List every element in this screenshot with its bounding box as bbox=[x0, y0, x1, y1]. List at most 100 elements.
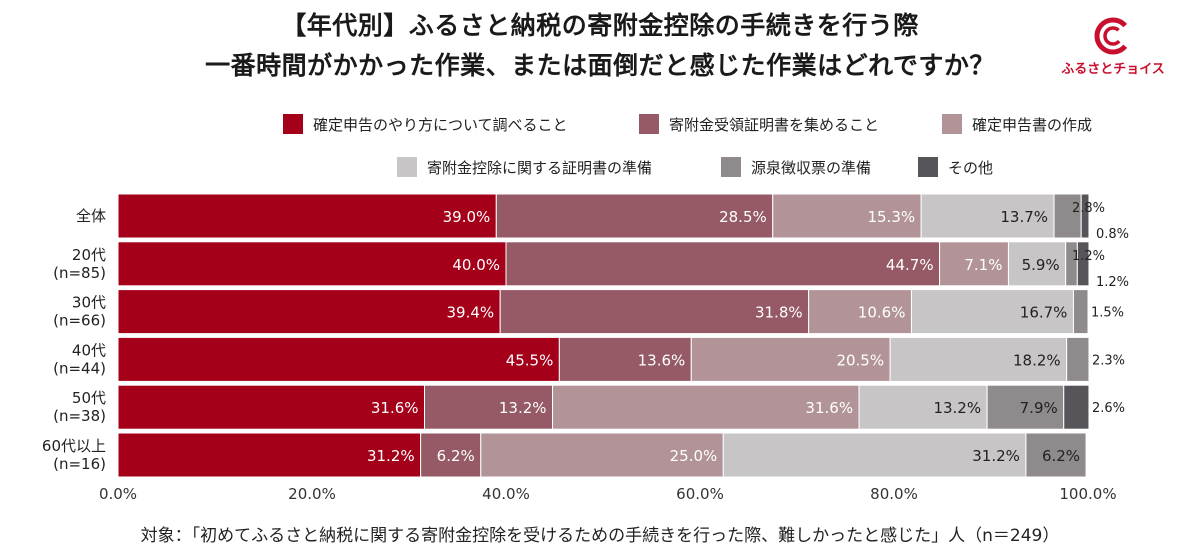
bar-segment bbox=[420, 432, 482, 478]
legend-item-tax-return: 確定申告書の作成 bbox=[942, 113, 1092, 135]
category-label: 60代以上(n=16) bbox=[42, 437, 106, 473]
data-label: 39.0% bbox=[443, 208, 491, 226]
bar-segment bbox=[117, 336, 560, 382]
legend-swatch bbox=[397, 157, 417, 177]
legend-label: 寄附金控除に関する証明書の準備 bbox=[427, 158, 653, 177]
data-label-small: 2.6% bbox=[1092, 401, 1125, 416]
bar-segment bbox=[920, 193, 1055, 239]
bar-segment bbox=[986, 384, 1065, 430]
furusato-choice-logo: ふるさとチョイス bbox=[1058, 14, 1168, 78]
data-label: 39.4% bbox=[447, 304, 495, 322]
legend-item-certificate: 寄附金控除に関する証明書の準備 bbox=[397, 156, 652, 178]
data-label: 15.3% bbox=[868, 208, 916, 226]
data-label-small: 1.2% bbox=[1072, 249, 1105, 264]
bar-segment bbox=[722, 432, 1027, 478]
bar-segment bbox=[480, 432, 724, 478]
data-label: 7.9% bbox=[1020, 399, 1058, 417]
bar-segment bbox=[1066, 336, 1090, 382]
data-label-small: 0.8% bbox=[1096, 227, 1129, 242]
category-label: 20代(n=85) bbox=[53, 246, 106, 282]
bar-segment bbox=[552, 384, 860, 430]
logo-c-icon bbox=[1094, 17, 1132, 55]
bar-segment bbox=[424, 384, 554, 430]
data-label-small: 1.5% bbox=[1091, 306, 1124, 321]
data-label: 5.9% bbox=[1022, 256, 1060, 274]
legend-item-research: 確定申告のやり方について調べること bbox=[283, 113, 568, 135]
data-label: 13.6% bbox=[638, 351, 686, 369]
data-label: 6.2% bbox=[1042, 447, 1080, 465]
bar-segment bbox=[117, 432, 422, 478]
data-label-small: 1.2% bbox=[1096, 275, 1129, 290]
category-label: 50代(n=38) bbox=[53, 389, 106, 425]
bar-segment bbox=[772, 193, 922, 239]
data-label: 13.2% bbox=[933, 399, 981, 417]
bar-segment bbox=[808, 289, 912, 335]
data-label: 40.0% bbox=[452, 256, 500, 274]
x-tick-label: 80.0% bbox=[870, 485, 918, 503]
bar-segment bbox=[505, 241, 941, 287]
bar-segment bbox=[1063, 384, 1090, 430]
legend-label: 源泉徴収票の準備 bbox=[751, 158, 872, 177]
bar-segment bbox=[117, 241, 507, 287]
data-label: 45.5% bbox=[506, 351, 554, 369]
category-label: 全体 bbox=[76, 207, 106, 225]
bar-segment bbox=[117, 384, 426, 430]
bar-segment bbox=[495, 193, 774, 239]
data-label: 31.6% bbox=[371, 399, 419, 417]
bar-segment bbox=[939, 241, 1009, 287]
x-tick-label: 0.0% bbox=[99, 485, 137, 503]
category-label: 30代(n=66) bbox=[53, 294, 106, 330]
bar-segment bbox=[690, 336, 891, 382]
data-label: 31.8% bbox=[755, 304, 803, 322]
legend-item-withholding: 源泉徴収票の準備 bbox=[721, 156, 871, 178]
bar-segment bbox=[889, 336, 1068, 382]
bar-segment bbox=[858, 384, 988, 430]
data-label: 31.6% bbox=[805, 399, 853, 417]
legend-label: 確定申告のやり方について調べること bbox=[313, 115, 568, 134]
legend-swatch bbox=[942, 114, 962, 134]
data-label: 44.7% bbox=[886, 256, 934, 274]
data-label-small: 2.8% bbox=[1072, 201, 1105, 216]
legend-swatch bbox=[639, 114, 659, 134]
bar-segment bbox=[117, 193, 497, 239]
data-label: 16.7% bbox=[1020, 304, 1068, 322]
bar-segment bbox=[1072, 289, 1089, 335]
bar-segment bbox=[1080, 193, 1090, 239]
data-label: 7.1% bbox=[964, 256, 1002, 274]
chart-title-line2: 一番時間がかかった作業、または面倒だと感じた作業はどれですか？ bbox=[205, 51, 995, 80]
bar-segment bbox=[558, 336, 692, 382]
x-tick-label: 40.0% bbox=[482, 485, 530, 503]
data-label: 31.2% bbox=[972, 447, 1020, 465]
data-label: 18.2% bbox=[1013, 351, 1061, 369]
legend-label: 寄附金受領証明書を集めること bbox=[669, 115, 880, 134]
data-label: 31.2% bbox=[367, 447, 415, 465]
legend-item-other: その他 bbox=[918, 156, 993, 178]
bar-segment bbox=[1076, 241, 1090, 287]
footnote: 対象：「初めてふるさと納税に関する寄附金控除を受けるための手続きを行った際、難し… bbox=[140, 526, 1060, 546]
legend-item-receipts: 寄附金受領証明書を集めること bbox=[639, 113, 879, 135]
legend-label: その他 bbox=[948, 158, 994, 177]
legend-swatch bbox=[721, 157, 741, 177]
chart-title-line1: 【年代別】ふるさと納税の寄附金控除の手続きを行う際 bbox=[281, 11, 919, 40]
data-label: 28.5% bbox=[719, 208, 767, 226]
stacked-bar-chart: 全体 20代(n=85) 30代(n=66) 40代(n=44) 50代(n=38) 60… bbox=[42, 193, 1129, 503]
data-label: 13.2% bbox=[499, 399, 547, 417]
data-label: 10.6% bbox=[858, 304, 906, 322]
bar-segment bbox=[117, 289, 501, 335]
x-tick-label: 60.0% bbox=[676, 485, 724, 503]
x-tick-label: 20.0% bbox=[288, 485, 336, 503]
data-label: 13.7% bbox=[1000, 208, 1048, 226]
legend-label: 確定申告書の作成 bbox=[972, 115, 1093, 134]
category-label: 40代(n=44) bbox=[53, 341, 106, 377]
legend-swatch bbox=[918, 157, 938, 177]
data-label: 25.0% bbox=[670, 447, 718, 465]
bar-segment bbox=[1007, 241, 1067, 287]
bar-segment bbox=[910, 289, 1074, 335]
data-label-small: 2.3% bbox=[1092, 353, 1125, 368]
logo-text: ふるさとチョイス bbox=[1061, 62, 1165, 77]
bar-segment bbox=[1025, 432, 1087, 478]
legend-swatch bbox=[283, 114, 303, 134]
data-label: 20.5% bbox=[836, 351, 884, 369]
data-label: 6.2% bbox=[437, 447, 475, 465]
x-tick-label: 100.0% bbox=[1059, 485, 1116, 503]
